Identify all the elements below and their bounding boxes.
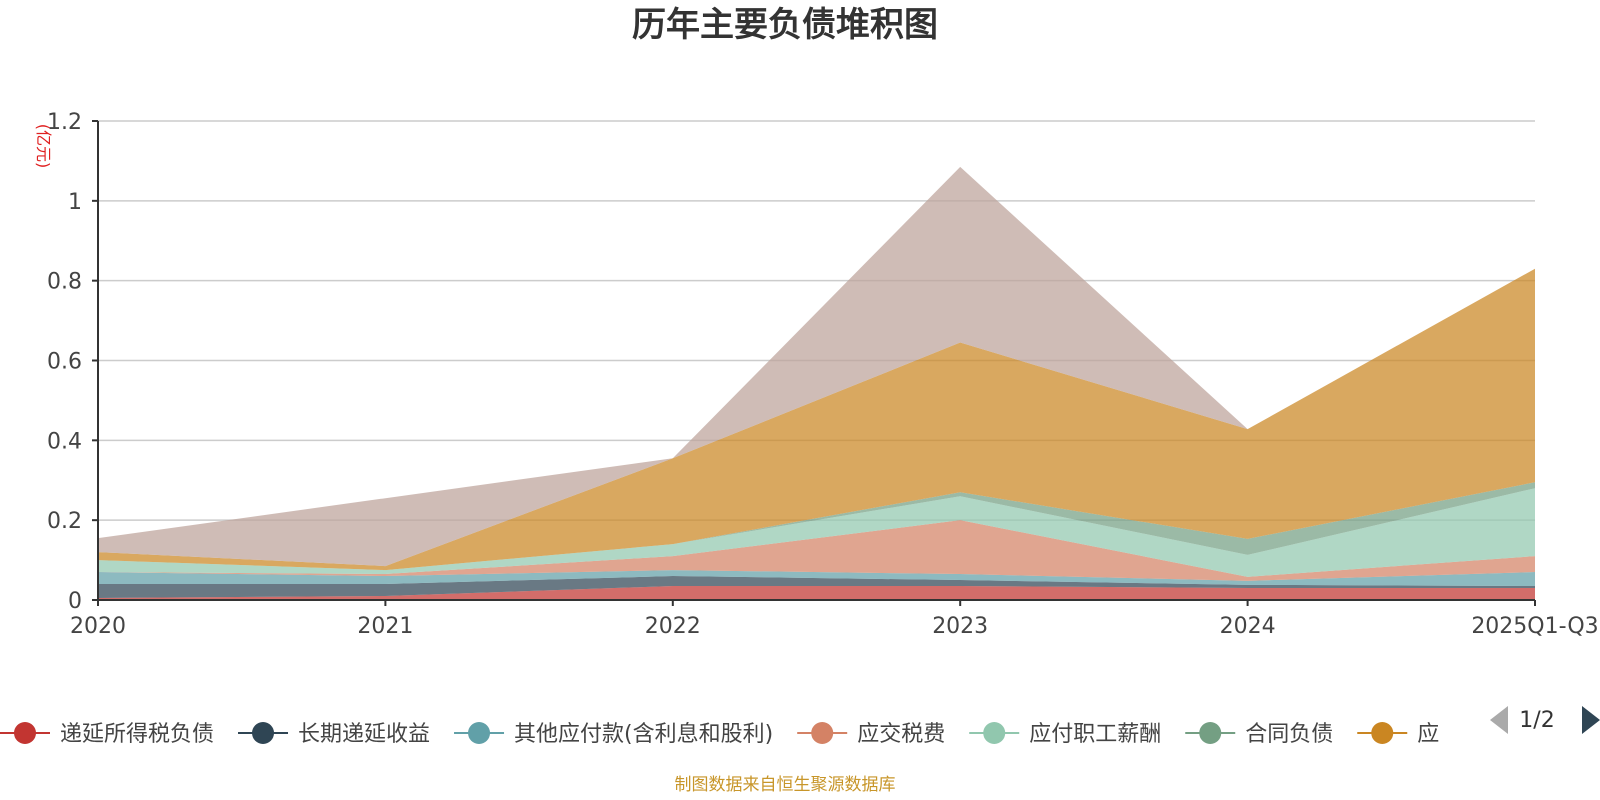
legend-marker-icon-6 — [1371, 722, 1394, 744]
x-tick-label-5: 2025Q1-Q3 — [1471, 614, 1598, 639]
y-tick-label-2: 0.4 — [47, 429, 82, 454]
x-tick-label-4: 2024 — [1220, 614, 1276, 639]
legend-next-page-icon[interactable] — [1582, 706, 1600, 734]
legend-item-5[interactable]: 合同负债 — [1185, 722, 1333, 747]
legend-item-1[interactable]: 长期递延收益 — [238, 722, 430, 747]
legend-marker-icon-1 — [252, 722, 275, 744]
legend-label-4: 应付职工薪酬 — [1029, 722, 1161, 747]
source-note: 制图数据来自恒生聚源数据库 — [675, 775, 896, 795]
x-tick-label-1: 2021 — [357, 614, 413, 639]
area-series-6 — [98, 268, 1535, 571]
legend-page-indicator: 1/2 — [1519, 708, 1554, 733]
legend-marker-icon-4 — [983, 722, 1006, 744]
legend-label-3: 应交税费 — [857, 722, 945, 747]
chart-title: 历年主要负债堆积图 — [632, 5, 938, 45]
legend-pager: 1/2 — [1490, 706, 1600, 734]
legend-label-1: 长期递延收益 — [298, 722, 430, 747]
legend-item-4[interactable]: 应付职工薪酬 — [969, 722, 1161, 747]
y-tick-label-4: 0.8 — [47, 270, 82, 295]
y-unit-label: (亿元) — [34, 124, 53, 169]
legend-prev-page-icon[interactable] — [1490, 706, 1508, 734]
legend-label-0: 递延所得税负债 — [60, 722, 214, 747]
y-tick-label-5: 1 — [68, 190, 82, 215]
area-series-group — [98, 166, 1535, 600]
area-series-7 — [98, 166, 1535, 567]
y-tick-label-6: 1.2 — [47, 110, 82, 135]
area-series-2 — [98, 570, 1535, 587]
legend-item-3[interactable]: 应交税费 — [797, 722, 945, 747]
area-series-4 — [98, 488, 1535, 577]
legend-item-0[interactable]: 递延所得税负债 — [0, 722, 214, 747]
legend-marker-icon-2 — [468, 722, 491, 744]
x-tick-label-0: 2020 — [70, 614, 126, 639]
y-tick-label-1: 0.2 — [47, 509, 82, 534]
x-tick-label-2: 2022 — [645, 614, 701, 639]
area-series-3 — [98, 520, 1535, 581]
legend-item-6[interactable]: 应 — [1357, 722, 1439, 747]
legend-marker-icon-5 — [1199, 722, 1222, 744]
legend-label-6: 应 — [1417, 722, 1439, 747]
legend-marker-icon-3 — [811, 722, 834, 744]
y-tick-label-0: 0 — [68, 589, 82, 614]
x-tick-label-3: 2023 — [932, 614, 988, 639]
legend-item-2[interactable]: 其他应付款(含利息和股利) — [454, 722, 773, 747]
area-series-1 — [98, 576, 1535, 599]
y-tick-label-3: 0.6 — [47, 350, 82, 375]
area-series-0 — [98, 586, 1535, 600]
legend-label-5: 合同负债 — [1245, 722, 1333, 747]
legend-label-2: 其他应付款(含利息和股利) — [514, 722, 773, 747]
axes: 0 0.2 0.4 0.6 0.8 1 1.2 2020 2021 2022 2023 2024 202… — [47, 110, 1599, 639]
legend-marker-icon-0 — [14, 722, 36, 744]
legend: 递延所得税负债 长期递延收益 其他应付款(含利息和股利) 应交税费 应付职工薪酬 合同负债… — [0, 722, 1439, 747]
